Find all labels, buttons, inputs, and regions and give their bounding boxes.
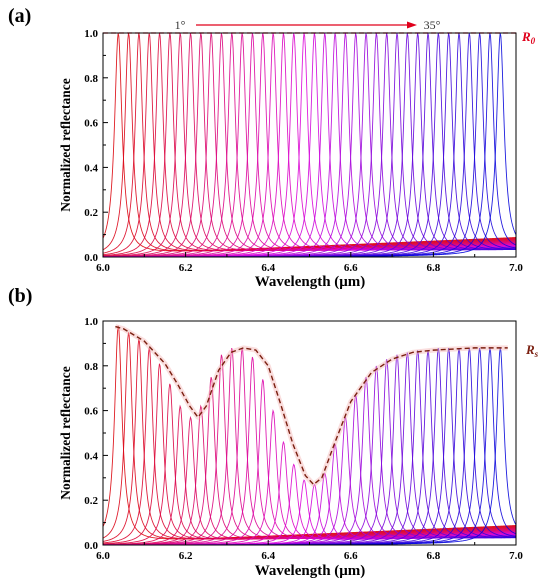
panel-b-label: (b) — [8, 285, 32, 307]
plot-frame-b — [102, 320, 517, 546]
reference-label-b: Rs — [525, 342, 539, 359]
angle-arrow-head — [407, 21, 417, 29]
reference-envelope-b — [114, 324, 508, 488]
y-axis-title-b: Normalized reflectance — [58, 366, 73, 500]
y-tick-label-a: 0.4 — [84, 162, 98, 174]
y-tick-label-b: 0.6 — [84, 406, 98, 418]
x-tick-label-b: 6.6 — [344, 550, 358, 562]
panel-a-label: (a) — [8, 5, 31, 27]
x-tick-label-a: 7.0 — [509, 262, 523, 274]
y-tick-label-b: 1.0 — [84, 316, 98, 328]
x-tick-label-a: 6.6 — [344, 262, 358, 274]
resonance-curve-a — [102, 33, 517, 252]
resonance-curve-b — [102, 339, 517, 542]
y-tick-label-b: 0.0 — [84, 540, 98, 552]
resonance-curve-a — [102, 33, 517, 252]
resonance-curves-b — [102, 325, 517, 546]
panel-a: (a) 1° 35° 6.0 6.2 6.4 6.6 6.8 7.0 0.0 0.2 0.4 0.… — [8, 5, 536, 290]
y-tick-label-b: 0.2 — [84, 495, 98, 507]
x-tick-label-b: 6.0 — [96, 550, 110, 562]
y-tick-label-a: 0.8 — [84, 73, 98, 85]
y-tick-label-b: 0.4 — [84, 450, 98, 462]
angle-end-label: 35° — [424, 18, 441, 32]
y-axis-title-a: Normalized reflectance — [58, 78, 73, 212]
x-tick-label-a: 6.4 — [261, 262, 275, 274]
resonance-curve-b — [102, 325, 517, 540]
x-tick-label-b: 6.2 — [179, 550, 193, 562]
panel-b: (b) 6.0 6.2 6.4 6.6 6.8 7.0 0.0 0.2 0.4 0.6 0.8 1.0… — [8, 285, 539, 579]
x-axis-title-b: Wavelength (μm) — [255, 563, 366, 579]
reference-envelope — [115, 325, 508, 486]
y-tick-label-a: 0.2 — [84, 207, 98, 219]
y-tick-label-a: 0.0 — [84, 252, 98, 264]
x-tick-label-b: 6.8 — [427, 550, 441, 562]
x-tick-label-b: 7.0 — [509, 550, 523, 562]
x-axis-title-a: Wavelength (μm) — [255, 274, 366, 290]
x-tick-label-b: 6.4 — [261, 550, 275, 562]
reference-label-a: R0 — [521, 29, 536, 46]
x-tick-label-a: 6.2 — [179, 262, 193, 274]
y-tick-label-a: 0.6 — [84, 118, 98, 130]
y-tick-label-a: 1.0 — [84, 28, 98, 40]
axis-ticks-b: 6.0 6.2 6.4 6.6 6.8 7.0 0.0 0.2 0.4 0.6 0.8 1.0 — [84, 316, 523, 562]
x-tick-label-a: 6.8 — [427, 262, 441, 274]
x-tick-label-a: 6.0 — [96, 262, 110, 274]
angle-start-label: 1° — [175, 18, 186, 32]
y-tick-label-b: 0.8 — [84, 361, 98, 373]
axis-ticks-a: 6.0 6.2 6.4 6.6 6.8 7.0 0.0 0.2 0.4 0.6 0.8 1.0 — [84, 28, 523, 274]
resonance-curves-a — [102, 33, 517, 258]
